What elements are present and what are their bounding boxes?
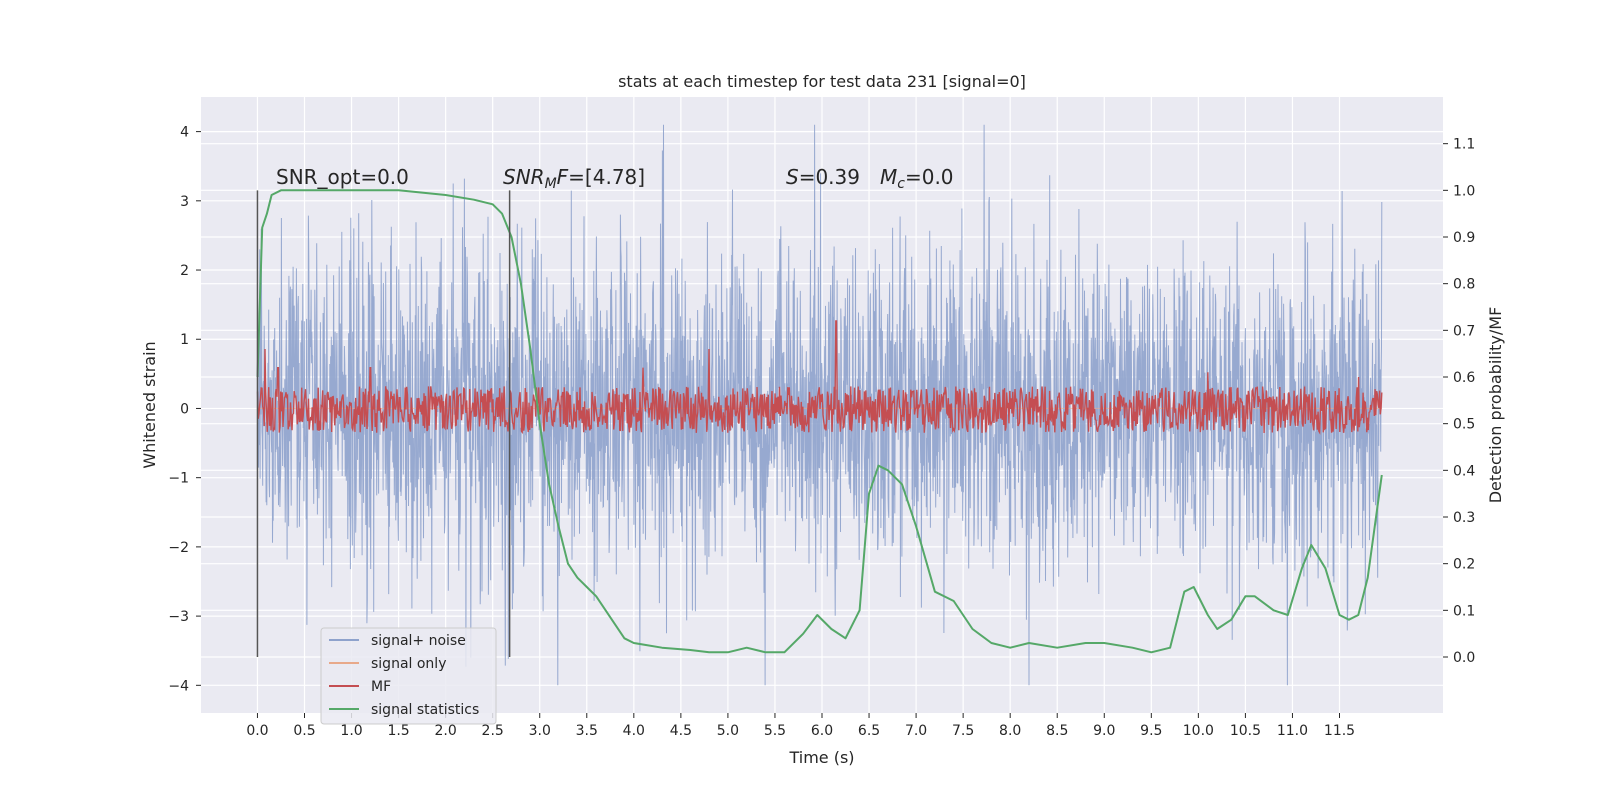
series-mf (256, 320, 1383, 435)
series-signal-noise (257, 124, 1383, 686)
annotation-snr-mf-main: SNR (503, 165, 545, 189)
y-tick-label: −4 (168, 678, 189, 694)
x-tick-label: 0.0 (246, 723, 268, 739)
annotation-mc: Mc=0.0 (880, 165, 954, 192)
x-tick-label: 10.0 (1183, 723, 1214, 739)
x-tick-label: 6.5 (858, 723, 880, 739)
legend-label-signal-noise: signal+ noise (371, 633, 466, 649)
x-tick-label: 1.0 (340, 723, 362, 739)
x-tick-label: 11.5 (1324, 723, 1355, 739)
x-tick-label: 6.0 (811, 723, 833, 739)
x-tick-label: 3.5 (576, 723, 598, 739)
y-right-tick-label: 0.7 (1453, 323, 1475, 339)
y-right-tick-label: 0.3 (1453, 510, 1475, 526)
annotation-s: S=0.39 (786, 165, 860, 189)
annotation-snr-mf: SNRMF=[4.78] (503, 165, 645, 192)
legend-label-signal-only: signal only (371, 656, 446, 672)
x-tick-label: 8.0 (999, 723, 1021, 739)
x-tick-label: 4.0 (623, 723, 645, 739)
y-right-tick-label: 0.1 (1453, 603, 1475, 619)
y-right-tick-label: 1.0 (1453, 183, 1475, 199)
legend-label-mf: MF (371, 679, 391, 695)
x-tick-label: 11.0 (1277, 723, 1308, 739)
legend-label-signal-statistics: signal statistics (371, 702, 479, 718)
annotation-mc-sub: c (897, 176, 905, 192)
x-axis-label: Time (s) (788, 748, 854, 767)
y-axis-label: Whitened strain (140, 341, 159, 468)
x-tick-label: 7.0 (905, 723, 927, 739)
x-tick-label: 10.5 (1230, 723, 1261, 739)
y-right-tick-label: 0.8 (1453, 277, 1475, 293)
x-tick-label: 4.5 (670, 723, 692, 739)
y-right-tick-label: 0.5 (1453, 417, 1475, 433)
x-tick-label: 2.5 (482, 723, 504, 739)
x-tick-label: 8.5 (1046, 723, 1068, 739)
y-axis-left-ticks: 4 3 2 1 0 −1 −2 −3 −4 (168, 125, 201, 694)
annotation-mc-value: =0.0 (905, 165, 954, 189)
vertical-markers (256, 190, 511, 657)
annotation-s-symbol: S (786, 165, 799, 189)
annotation-s-value: =0.39 (799, 165, 860, 189)
x-tick-label: 9.5 (1140, 723, 1162, 739)
y-right-tick-label: 0.0 (1453, 650, 1475, 666)
y-tick-label: −2 (168, 540, 189, 556)
x-tick-label: 9.0 (1093, 723, 1115, 739)
y-tick-label: 0 (180, 401, 189, 417)
x-axis-ticks: 0.0 0.5 1.0 1.5 2.0 2.5 3.0 3.5 4.0 4.5 5.0 5.5 6.0 6… (246, 713, 1355, 739)
y-right-tick-label: 0.9 (1453, 230, 1475, 246)
y-tick-label: 2 (180, 263, 189, 279)
y-tick-label: 4 (180, 125, 189, 141)
y-right-tick-label: 0.6 (1453, 370, 1475, 386)
legend: signal+ noise signal only MF signal stat… (320, 627, 497, 725)
x-tick-label: 5.5 (764, 723, 786, 739)
y-right-tick-label: 0.4 (1453, 463, 1475, 479)
x-tick-label: 2.0 (435, 723, 457, 739)
x-tick-label: 7.5 (952, 723, 974, 739)
annotation-snr-mf-sub: M (545, 176, 557, 192)
x-tick-label: 0.5 (293, 723, 315, 739)
y-right-tick-label: 1.1 (1453, 137, 1475, 153)
y-right-tick-label: 0.2 (1453, 557, 1475, 573)
y-axis-right-label: Detection probability/MF (1486, 307, 1505, 504)
y-tick-label: −1 (168, 471, 189, 487)
legend-box (320, 627, 497, 725)
y-axis-right-ticks: 1.1 1.0 0.9 0.8 0.7 0.6 0.5 0.4 0.3 0.2 0.1 0.0 (1443, 137, 1475, 666)
chart-title: stats at each timestep for test data 231… (618, 72, 1026, 91)
x-tick-label: 1.5 (387, 723, 409, 739)
annotation-snr-mf-tail: F (557, 165, 569, 189)
annotation-snr-opt: SNR_opt=0.0 (276, 165, 409, 189)
x-tick-label: 5.0 (717, 723, 739, 739)
annotation-mc-symbol: M (880, 165, 897, 189)
noise-line (257, 124, 1383, 686)
y-tick-label: 3 (180, 194, 189, 210)
y-tick-label: 1 (180, 332, 189, 348)
y-tick-label: −3 (168, 609, 189, 625)
mf-line (256, 320, 1383, 435)
x-tick-label: 3.0 (529, 723, 551, 739)
annotation-snr-mf-value: =[4.78] (568, 165, 645, 189)
